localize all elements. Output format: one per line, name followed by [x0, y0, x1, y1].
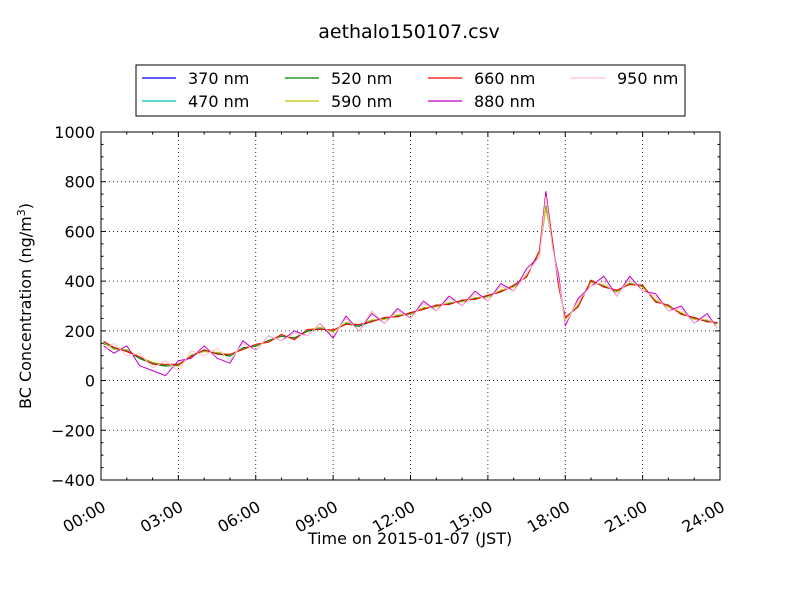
legend-item: 880 nm	[428, 92, 535, 111]
legend: 370 nm 470 nm 520 nm 590 nm 660 nm 880 nm 950 …	[135, 64, 686, 117]
legend-item: 470 nm	[142, 92, 249, 111]
legend-item: 950 nm	[571, 69, 678, 88]
y-tick-label: 1000	[54, 123, 95, 142]
y-tick-label: −200	[51, 421, 95, 440]
legend-item: 590 nm	[285, 92, 392, 111]
y-tick-labels: −400 −200 0 200 400 600 800 1000	[51, 123, 95, 490]
y-axis-label-main: BC Concentration (ng/m	[16, 216, 35, 409]
legend-box	[135, 64, 686, 117]
legend-item: 520 nm	[285, 69, 392, 88]
y-tick-label: 0	[85, 372, 95, 391]
legend-label: 370 nm	[188, 69, 249, 88]
x-axis-label: Time on 2015-01-07 (JST)	[307, 529, 512, 548]
series-lines	[103, 191, 718, 377]
y-tick-label: 400	[64, 272, 95, 291]
y-axis-label-close: )	[16, 203, 35, 209]
chart-title: aethalo150107.csv	[318, 21, 500, 43]
legend-label: 950 nm	[617, 69, 678, 88]
legend-label: 660 nm	[474, 69, 535, 88]
series-line-880-nm	[103, 191, 718, 377]
axis-ticks	[100, 131, 721, 481]
y-tick-label: 600	[64, 222, 95, 241]
y-axis-label-superscript: 3	[15, 209, 28, 216]
legend-item: 660 nm	[428, 69, 535, 88]
legend-label: 590 nm	[331, 92, 392, 111]
legend-label: 520 nm	[331, 69, 392, 88]
legend-item: 370 nm	[142, 69, 249, 88]
y-tick-label: 200	[64, 322, 95, 341]
series-line-950-nm	[103, 196, 718, 372]
legend-label: 880 nm	[474, 92, 535, 111]
y-tick-label: −400	[51, 471, 95, 490]
y-axis-label: BC Concentration (ng/m3)	[15, 203, 36, 409]
y-tick-label: 800	[64, 173, 95, 192]
legend-label: 470 nm	[188, 92, 249, 111]
